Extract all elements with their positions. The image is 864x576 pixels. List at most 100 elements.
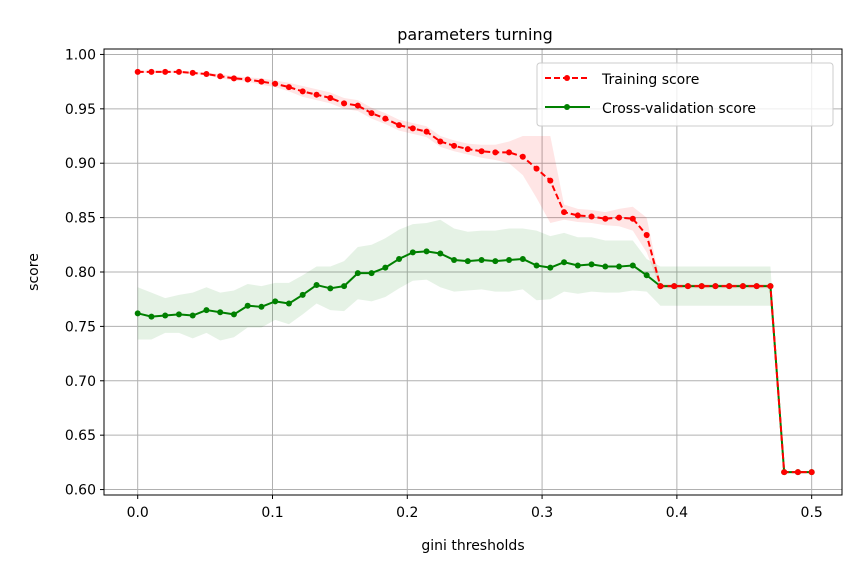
cv-point [313, 282, 320, 289]
training-point [767, 283, 774, 290]
cv-point [588, 261, 595, 268]
x-tick-label: 0.1 [261, 505, 283, 521]
cv-point [189, 312, 196, 319]
cv-point [574, 262, 581, 269]
cv-point [464, 258, 471, 265]
training-point [602, 215, 609, 222]
cv-point [341, 283, 348, 290]
training-point [382, 115, 389, 122]
training-point [396, 122, 403, 129]
cv-point [382, 264, 389, 271]
cv-point [409, 249, 416, 256]
legend-box [536, 62, 834, 127]
cv-point [478, 257, 485, 264]
training-point [244, 76, 251, 83]
training-point [739, 283, 746, 290]
cv-point [203, 307, 210, 314]
cv-point [244, 302, 251, 309]
x-tick-label: 0.5 [801, 505, 823, 521]
training-point [684, 283, 691, 290]
cv-point [533, 262, 540, 269]
x-axis-label: gini thresholds [421, 538, 524, 554]
cv-point [519, 255, 526, 262]
cv-point [561, 259, 568, 266]
training-point [698, 283, 705, 290]
y-tick-label: 0.65 [65, 428, 96, 444]
training-point [162, 68, 169, 75]
y-tick-label: 0.75 [65, 319, 96, 335]
cv-point [437, 250, 444, 257]
x-tick-label: 0.3 [531, 505, 553, 521]
training-point [547, 177, 554, 184]
training-point [341, 100, 348, 107]
training-point [258, 78, 265, 85]
cv-point [423, 248, 430, 255]
legend-training-label: Training score [601, 72, 699, 88]
training-point [134, 68, 141, 75]
training-point [629, 215, 636, 222]
cv-point [272, 298, 279, 305]
training-point [437, 138, 444, 145]
cv-point [299, 291, 306, 298]
x-tick-label: 0.0 [127, 505, 149, 521]
y-axis-label: score [26, 253, 42, 291]
training-point [272, 80, 279, 87]
training-point [794, 469, 801, 476]
y-tick-label: 0.60 [65, 483, 96, 499]
legend-cv-marker [564, 104, 570, 110]
training-point [285, 84, 292, 91]
training-point [781, 469, 788, 476]
training-point [313, 91, 320, 98]
cv-point [451, 257, 458, 264]
cv-point [258, 303, 265, 310]
training-point [175, 68, 182, 75]
cv-band [137, 219, 812, 474]
legend: Training score Cross-validation score [536, 62, 834, 127]
training-point [643, 232, 650, 239]
training-point [753, 283, 760, 290]
training-point [726, 283, 733, 290]
training-point [409, 125, 416, 132]
training-point [671, 283, 678, 290]
cv-point [230, 311, 237, 318]
y-tick-label: 0.80 [65, 265, 96, 281]
training-point [519, 153, 526, 160]
cv-point [629, 262, 636, 269]
training-point [203, 71, 210, 78]
chart-title: parameters turning [397, 25, 552, 44]
cv-point [547, 264, 554, 271]
training-point [148, 68, 155, 75]
cv-point [217, 309, 224, 316]
cv-point [506, 257, 513, 264]
training-point [533, 165, 540, 172]
x-tick-label: 0.2 [396, 505, 418, 521]
cv-point [134, 310, 141, 317]
cv-point [162, 312, 169, 319]
training-point [492, 149, 499, 156]
cv-point [327, 285, 334, 292]
legend-training-marker [564, 75, 570, 81]
training-point [299, 88, 306, 95]
x-tick-label: 0.4 [666, 505, 688, 521]
y-tick-label: 0.95 [65, 102, 96, 118]
y-tick-label: 1.00 [65, 47, 96, 63]
cv-point [396, 255, 403, 262]
training-point [561, 209, 568, 216]
y-tick-label: 0.70 [65, 374, 96, 390]
training-point [808, 469, 815, 476]
legend-cv-label: Cross-validation score [602, 101, 756, 117]
training-point [217, 73, 224, 80]
cv-point [616, 263, 623, 270]
cv-point [368, 270, 375, 277]
training-point [712, 283, 719, 290]
training-point [230, 75, 237, 82]
training-point [354, 102, 361, 109]
y-tick-label: 0.90 [65, 156, 96, 172]
training-point [189, 69, 196, 76]
training-point [478, 148, 485, 155]
training-point [657, 283, 664, 290]
training-point [506, 149, 513, 156]
series-markers [134, 68, 815, 476]
cv-point [602, 263, 609, 270]
training-point [574, 212, 581, 219]
